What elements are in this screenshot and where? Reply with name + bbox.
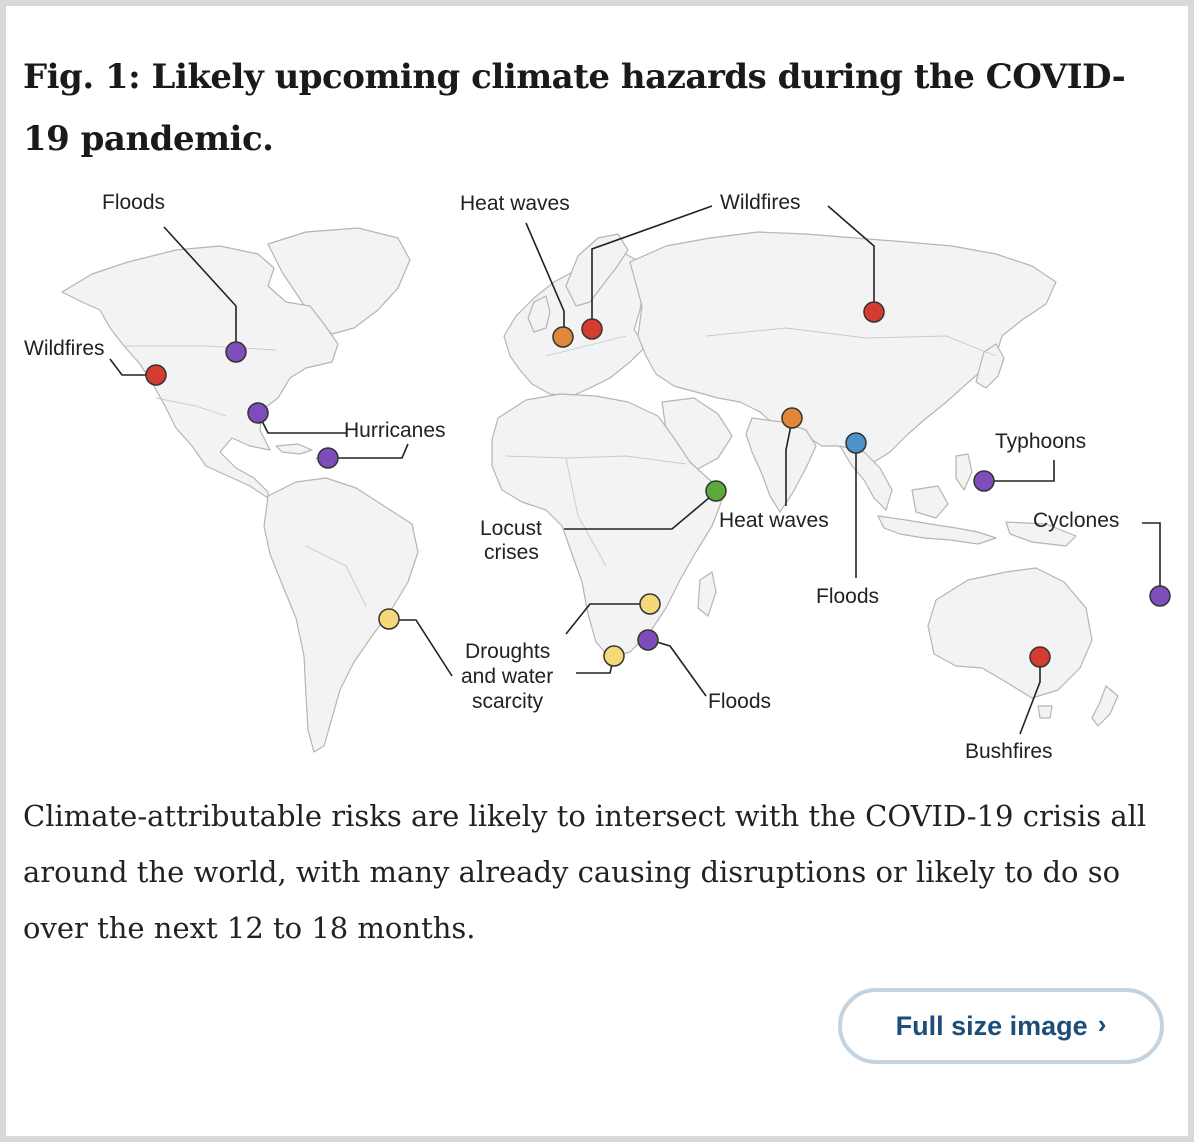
label-cyclones: Cyclones <box>1033 509 1119 532</box>
land-uk <box>527 295 551 333</box>
land-africa <box>491 393 723 659</box>
leader-typhoons <box>986 460 1055 482</box>
label-droughts-1: Droughts <box>465 640 550 663</box>
land-caribbean <box>275 443 313 455</box>
landmasses <box>61 227 1119 753</box>
leader-droughts-br <box>390 619 453 677</box>
country-borders <box>124 327 997 607</box>
marker-droughts-south-africa[interactable] <box>603 645 625 667</box>
marker-floods-africa[interactable] <box>637 629 659 651</box>
label-locust-1: Locust <box>480 517 542 540</box>
marker-wildfires-eu[interactable] <box>581 318 603 340</box>
land-greenland <box>267 227 411 335</box>
land-madagascar <box>697 571 717 617</box>
leader-floods-africa <box>649 639 707 697</box>
marker-wildfires-siberia[interactable] <box>863 301 885 323</box>
border-africa-2 <box>565 457 607 567</box>
land-south-america <box>263 477 419 753</box>
label-heat-waves-asia: Heat waves <box>719 509 829 532</box>
label-wildfires-siberia: Wildfires <box>720 191 801 214</box>
land-asia <box>629 231 1057 463</box>
figure-card: Fig. 1: Likely upcoming climate hazards … <box>6 6 1188 1136</box>
label-floods-na: Floods <box>102 191 165 214</box>
border-russia-china <box>705 327 997 357</box>
border-europe <box>545 335 627 357</box>
label-wildfires-na: Wildfires <box>24 337 105 360</box>
figure-title: Fig. 1: Likely upcoming climate hazards … <box>23 57 1126 159</box>
label-floods-africa: Floods <box>708 690 771 713</box>
label-bushfires: Bushfires <box>965 740 1053 763</box>
land-philippines <box>955 453 973 491</box>
land-indonesia <box>877 515 997 545</box>
marker-droughts-southern-africa[interactable] <box>639 593 661 615</box>
marker-floods-bangladesh[interactable] <box>845 432 867 454</box>
leader-heat-asia <box>785 419 793 506</box>
land-north-america <box>61 245 339 499</box>
land-india <box>745 417 817 513</box>
world-map: Floods Wildfires Hurricanes Heat waves W… <box>24 191 1171 763</box>
marker-droughts-brazil[interactable] <box>378 608 400 630</box>
full-size-image-button[interactable]: Full size image › <box>838 988 1164 1064</box>
leader-locust <box>564 491 717 530</box>
border-us-mexico <box>155 397 227 417</box>
chevron-right-icon: › <box>1097 1008 1107 1039</box>
leader-wildfires-na <box>109 358 156 376</box>
border-africa-1 <box>505 455 687 465</box>
label-locust-2: crises <box>484 541 539 564</box>
marker-wildfires-na[interactable] <box>145 364 167 386</box>
label-droughts-2: and water <box>461 665 553 688</box>
marker-bushfires[interactable] <box>1029 646 1051 668</box>
label-typhoons: Typhoons <box>995 430 1086 453</box>
land-new-zealand <box>1091 685 1119 727</box>
border-sa <box>305 545 367 607</box>
leader-hurricanes-2 <box>330 443 409 459</box>
leader-droughts-saf <box>565 603 650 635</box>
markers <box>145 301 1171 668</box>
land-borneo <box>911 485 949 519</box>
leader-hurricanes <box>257 412 346 434</box>
label-floods-asia: Floods <box>816 585 879 608</box>
leader-wildfires-eu <box>591 205 713 329</box>
marker-locust[interactable] <box>705 480 727 502</box>
land-new-guinea <box>1005 521 1077 547</box>
marker-hurricanes-caribbean[interactable] <box>317 447 339 469</box>
border-us-canada <box>124 345 277 351</box>
marker-floods-na[interactable] <box>225 341 247 363</box>
marker-heat-waves-eu[interactable] <box>552 326 574 348</box>
leader-floods-na <box>163 226 237 352</box>
figure-caption: Climate-attributable risks are likely to… <box>23 799 1147 945</box>
land-australia <box>927 567 1093 699</box>
map-labels: Floods Wildfires Hurricanes Heat waves W… <box>24 191 1119 763</box>
leader-wildfires-siberia <box>827 205 875 312</box>
land-scandinavia <box>565 233 629 307</box>
marker-cyclones[interactable] <box>1149 585 1171 607</box>
leader-cyclones <box>1142 522 1161 596</box>
label-heat-waves-eu: Heat waves <box>460 192 570 215</box>
marker-heat-waves-asia[interactable] <box>781 407 803 429</box>
land-tasmania <box>1037 705 1053 719</box>
land-europe <box>503 251 647 397</box>
marker-typhoons[interactable] <box>973 470 995 492</box>
label-hurricanes: Hurricanes <box>344 419 446 442</box>
land-japan <box>975 343 1005 389</box>
marker-hurricanes-gulf[interactable] <box>247 402 269 424</box>
label-droughts-3: scarcity <box>472 690 544 713</box>
full-size-image-label: Full size image <box>895 1010 1088 1041</box>
